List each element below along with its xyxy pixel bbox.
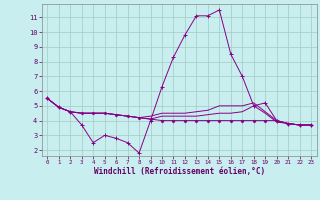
X-axis label: Windchill (Refroidissement éolien,°C): Windchill (Refroidissement éolien,°C) (94, 167, 265, 176)
